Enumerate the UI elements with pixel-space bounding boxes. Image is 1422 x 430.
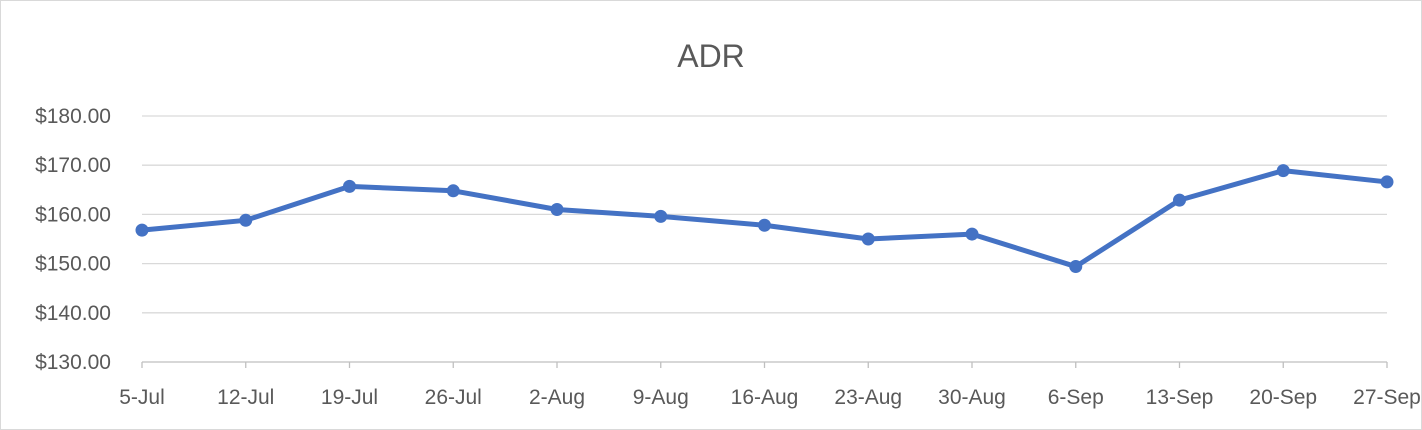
series-line <box>139 168 1390 270</box>
x-tick-label: 30-Aug <box>938 386 1006 409</box>
y-tick-label: $150.00 <box>35 253 111 276</box>
x-tick-label: 12-Jul <box>217 386 274 409</box>
data-point <box>965 227 979 241</box>
data-point <box>758 218 771 232</box>
x-tick-label: 20-Sep <box>1249 386 1317 409</box>
x-axis-labels: 5-Jul 12-Jul 19-Jul 26-Jul 2-Aug 9-Aug 16-Aug 2… <box>119 386 1421 409</box>
data-point <box>550 202 564 216</box>
data-point <box>1173 193 1186 207</box>
data-point <box>1069 260 1083 274</box>
x-tick-label: 5-Jul <box>119 386 165 409</box>
series-adr <box>135 164 1394 274</box>
x-tick-label: 9-Aug <box>633 386 689 409</box>
x-tick-label: 13-Sep <box>1146 386 1214 409</box>
data-point <box>861 232 875 246</box>
x-tick-label: 2-Aug <box>529 386 585 409</box>
chart-title: ADR <box>677 38 745 74</box>
y-tick-label: $130.00 <box>35 351 111 374</box>
x-tick-label: 27-Sep <box>1353 386 1421 409</box>
y-axis-labels: $130.00 $140.00 $150.00 $160.00 $170.00 $180.… <box>35 105 111 374</box>
data-point <box>1276 164 1290 178</box>
data-point <box>343 179 356 193</box>
data-point <box>135 223 149 237</box>
x-tick-label: 23-Aug <box>834 386 902 409</box>
data-point <box>654 209 668 223</box>
x-tick-label: 6-Sep <box>1048 386 1104 409</box>
data-point <box>446 184 460 198</box>
y-tick-label: $180.00 <box>35 105 111 128</box>
data-point <box>1380 175 1394 189</box>
y-tick-label: $140.00 <box>35 302 111 325</box>
x-tick-label: 26-Jul <box>425 386 482 409</box>
gridlines <box>142 115 1387 314</box>
x-tick-label: 19-Jul <box>321 386 378 409</box>
x-axis <box>141 361 1388 368</box>
y-tick-label: $170.00 <box>35 154 111 177</box>
data-point <box>239 213 253 227</box>
x-tick-label: 16-Aug <box>731 386 799 409</box>
y-tick-label: $160.00 <box>35 203 111 226</box>
